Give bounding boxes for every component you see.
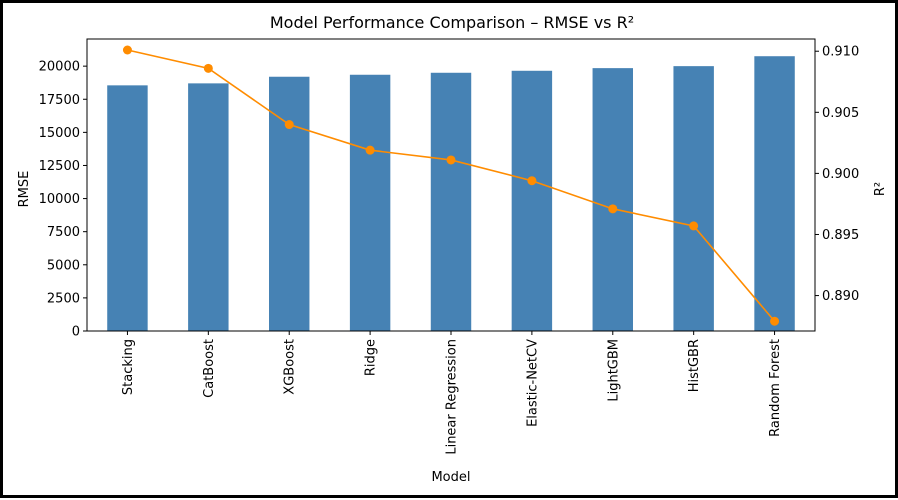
chart: Model Performance Comparison – RMSE vs R… — [17, 13, 888, 485]
bar-4 — [430, 72, 472, 331]
y-left-tick-label-2: 5000 — [47, 258, 80, 273]
y-right-tick-label-2: 0.900 — [822, 167, 859, 182]
x-tick-label-6: LightGBM — [606, 339, 621, 402]
chart-title: Model Performance Comparison – RMSE vs R… — [270, 13, 634, 32]
y-left-tick-label-4: 10000 — [39, 192, 80, 207]
x-tick-label-1: CatBoost — [202, 339, 217, 398]
r2-point-3 — [365, 145, 375, 155]
x-axis-label: Model — [431, 470, 470, 485]
bar-7 — [673, 66, 714, 331]
y-left-tick-label-5: 12500 — [39, 159, 80, 174]
y-right-tick-label-3: 0.905 — [822, 106, 859, 121]
y-right-tick-label-1: 0.895 — [822, 228, 859, 243]
y-axis-right-label: R² — [873, 182, 888, 196]
bar-0 — [107, 85, 148, 331]
bar-3 — [349, 74, 391, 332]
y-axis-left-label: RMSE — [17, 171, 32, 208]
r2-point-7 — [689, 221, 699, 231]
r2-point-5 — [527, 176, 537, 186]
bar-5 — [511, 70, 553, 331]
r2-point-4 — [446, 155, 456, 165]
x-tick-label-5: Elastic-NetCV — [525, 339, 540, 427]
y-left-tick-label-0: 0 — [72, 325, 80, 340]
y-left-tick-label-6: 15000 — [39, 126, 80, 141]
x-tick-label-4: Linear Regression — [445, 339, 460, 455]
x-tick-label-8: Random Forest — [768, 339, 783, 437]
bar-2 — [269, 76, 310, 332]
y-right-tick-label-0: 0.890 — [822, 289, 859, 304]
y-right-tick-label-4: 0.910 — [822, 45, 859, 60]
x-tick-label-0: Stacking — [121, 339, 136, 395]
y-left-tick-label-7: 17500 — [39, 93, 80, 108]
x-tick-label-2: XGBoost — [283, 339, 298, 395]
bar-8 — [754, 56, 795, 331]
r2-point-1 — [203, 63, 213, 73]
r2-point-2 — [284, 120, 294, 130]
plot-area: 0 2500 5000 7500 10000 12500 15000 17500 20000 0.… — [39, 38, 859, 455]
y-left-tick-label-3: 7500 — [47, 225, 80, 240]
x-tick-label-7: HistGBR — [687, 339, 702, 392]
r2-point-0 — [122, 45, 132, 55]
r2-point-6 — [608, 204, 618, 214]
y-left-tick-label-8: 20000 — [39, 60, 80, 75]
bar-6 — [592, 68, 633, 331]
bar-1 — [188, 83, 229, 331]
x-tick-label-3: Ridge — [364, 339, 379, 376]
y-left-tick-label-1: 2500 — [47, 291, 80, 306]
r2-point-8 — [770, 316, 780, 326]
